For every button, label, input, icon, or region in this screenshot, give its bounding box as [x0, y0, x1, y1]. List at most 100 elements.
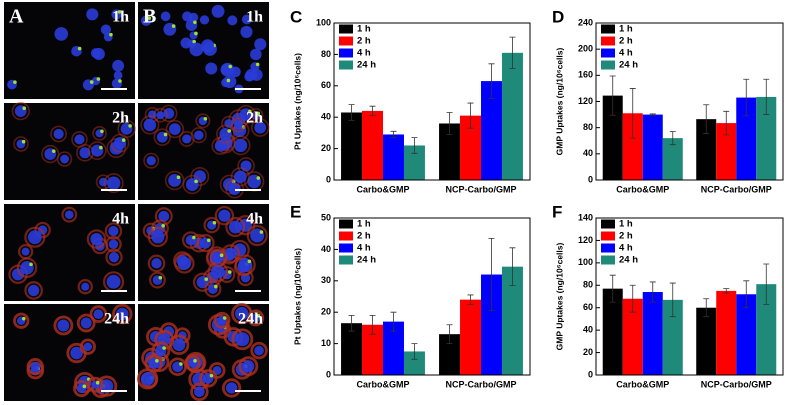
y-tick-label: 0: [588, 369, 593, 379]
cell-nucleus: [227, 15, 238, 26]
green-signal: [255, 62, 260, 67]
legend-swatch: [339, 24, 353, 34]
green-signal: [99, 145, 103, 150]
cell-nucleus: [112, 59, 125, 72]
green-signal: [192, 39, 196, 44]
legend-swatch: [601, 24, 615, 34]
y-tick-label: 50: [321, 212, 331, 222]
legend-label: 2 h: [357, 231, 371, 242]
cell-membrane: [11, 101, 30, 121]
x-tick-label: Carbo&GMP: [616, 184, 669, 194]
cell-nucleus: [99, 379, 114, 393]
legend-swatch: [339, 243, 353, 253]
cell-membrane: [231, 303, 253, 325]
green-signal: [228, 64, 233, 69]
cell-nucleus: [30, 361, 40, 372]
legend-swatch: [601, 231, 615, 241]
cell-membrane: [79, 338, 96, 355]
cell-nucleus: [108, 239, 119, 249]
bar: [460, 299, 481, 375]
error-bar: [390, 130, 397, 139]
legend-swatch: [601, 219, 615, 229]
legend-label: 24 h: [357, 255, 376, 266]
green-signal: [193, 359, 197, 363]
cell-nucleus: [158, 210, 170, 222]
green-signal: [259, 230, 264, 234]
cell-nucleus: [234, 138, 248, 153]
green-signal: [194, 31, 198, 36]
cell-membrane: [190, 127, 207, 144]
cell-membrane: [199, 369, 218, 388]
legend-label: 2 h: [619, 231, 633, 242]
cell-nucleus: [79, 147, 91, 159]
cell-nucleus: [57, 319, 70, 332]
error-bar: [348, 104, 355, 121]
y-tick-label: 40: [583, 148, 593, 158]
cell-membrane: [237, 157, 255, 175]
green-signal: [204, 277, 209, 281]
y-tick-label: 0: [326, 369, 331, 379]
cell-nucleus: [228, 220, 242, 234]
bar: [602, 95, 623, 180]
legend-swatch: [339, 36, 353, 46]
time-label: 24h: [104, 311, 129, 328]
y-tick-label: 240: [578, 17, 593, 27]
cell-membrane: [24, 281, 43, 300]
legend-swatch: [601, 255, 615, 265]
cell-membrane: [104, 222, 123, 240]
green-signal: [247, 259, 252, 264]
x-tick-label: Carbo&GMP: [616, 379, 669, 389]
green-signal: [209, 373, 214, 378]
green-signal: [100, 129, 104, 134]
cell-nucleus: [225, 382, 238, 394]
error-bar: [743, 280, 750, 309]
cell-nucleus: [92, 47, 105, 61]
cell-membrane: [221, 378, 242, 398]
bar: [439, 334, 461, 375]
error-bar: [509, 36, 516, 69]
panel-label: A: [9, 6, 24, 28]
cell-nucleus: [205, 62, 218, 75]
plot-frame: [595, 22, 784, 181]
error-bar: [723, 288, 730, 294]
green-signal: [192, 235, 196, 240]
green-signal: [155, 359, 159, 363]
bar: [642, 292, 663, 375]
green-signal: [95, 380, 100, 385]
cell-membrane: [117, 119, 136, 139]
cell-nucleus: [194, 130, 204, 140]
green-signal: [176, 175, 181, 180]
bar: [403, 145, 425, 180]
bar: [383, 321, 404, 375]
cell-membrane: [153, 107, 168, 123]
green-signal: [77, 46, 82, 51]
green-signal: [194, 179, 198, 184]
cell-nucleus: [54, 27, 69, 41]
cell-nucleus: [90, 232, 103, 246]
cell-nucleus: [53, 128, 64, 140]
cell-nucleus: [235, 306, 249, 321]
legend-label: 24 h: [619, 255, 638, 266]
error-bar: [763, 263, 770, 305]
x-tick-label: Carbo&GMP: [356, 184, 409, 194]
x-tick-label: Carbo&GMP: [356, 379, 409, 389]
bar: [481, 81, 502, 180]
cell-nucleus: [224, 247, 237, 260]
cell-nucleus: [254, 121, 267, 134]
cell-membrane: [50, 125, 68, 143]
cell-membrane: [168, 357, 187, 377]
y-tick-label: 0: [588, 174, 593, 184]
bar: [501, 52, 523, 180]
cell-nucleus: [194, 386, 205, 398]
y-tick-label: 10: [321, 338, 331, 348]
bar: [736, 97, 757, 180]
cell-nucleus: [80, 317, 92, 329]
cell-membrane: [147, 254, 166, 273]
y-tick-label: 80: [583, 280, 593, 290]
bar: [341, 323, 363, 375]
time-label: 4h: [112, 211, 129, 228]
time-label: 4h: [246, 211, 263, 228]
green-signal: [227, 129, 231, 133]
cell-membrane: [164, 170, 185, 191]
bar: [341, 112, 363, 180]
